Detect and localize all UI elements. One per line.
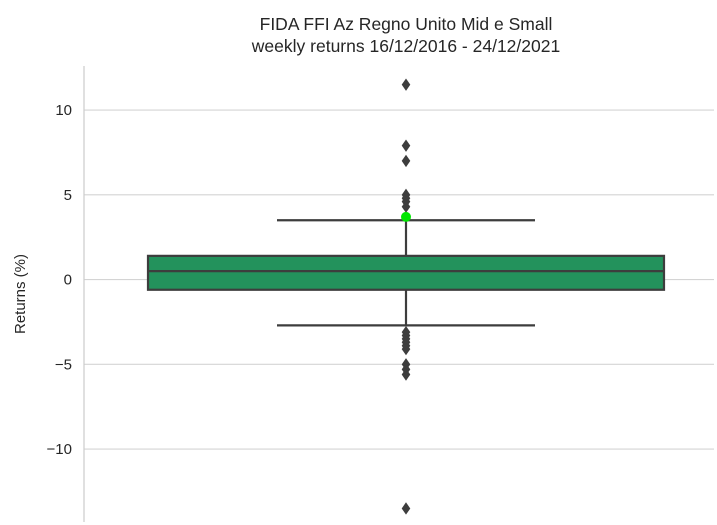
highlight-point-group (401, 211, 411, 222)
chart-title-line-2: weekly returns 16/12/2016 - 24/12/2021 (251, 36, 560, 56)
outlier-point (401, 78, 411, 91)
y-tick-label: −10 (47, 441, 72, 458)
y-tick-label: 10 (55, 102, 72, 119)
boxplot (146, 219, 666, 327)
outlier-point (401, 200, 411, 213)
iqr-box (146, 254, 666, 291)
highlight-point (401, 211, 411, 222)
y-tick-label: 5 (64, 187, 72, 204)
chart-title-line-1: FIDA FFI Az Regno Unito Mid e Small (260, 14, 553, 34)
y-tick-labels: 10 5 0 −5 −10 (47, 102, 72, 458)
outlier-point (401, 502, 411, 515)
outlier-point (401, 154, 411, 168)
y-tick-label: 0 (64, 272, 72, 289)
y-axis-label: Returns (%) (12, 254, 29, 334)
outlier-point (401, 368, 411, 381)
y-tick-label: −5 (55, 356, 72, 373)
outlier-points (401, 78, 411, 515)
chart-title: FIDA FFI Az Regno Unito Mid e Small week… (251, 14, 560, 56)
outlier-point (401, 139, 411, 152)
outlier-point (401, 342, 411, 356)
